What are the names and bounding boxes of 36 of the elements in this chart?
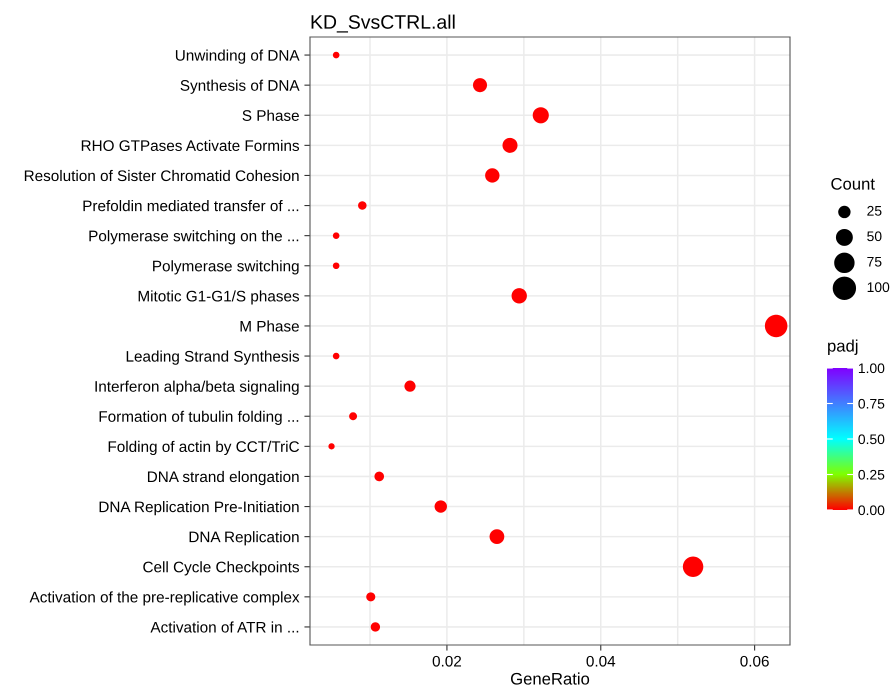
- y-tick-label: Unwinding of DNA: [176, 50, 300, 64]
- y-tick-label: Leading Strand Synthesis: [126, 350, 300, 365]
- x-tick-label: 0.04: [586, 656, 616, 667]
- legend-title: Count: [831, 178, 875, 190]
- y-tick-label: DNA strand elongation: [148, 470, 299, 486]
- y-tick-label: DNA Replication: [190, 531, 299, 546]
- x-tick-label: 0.06: [740, 656, 769, 667]
- y-tick-label: Synthesis of DNA: [180, 80, 300, 94]
- y-tick-label: M Phase: [240, 320, 299, 332]
- color-bar-label: 1.00: [858, 363, 884, 374]
- color-bar-label: 0.00: [858, 505, 884, 516]
- y-tick-label: Activation of ATR in ...: [150, 621, 298, 633]
- x-axis-title: GeneRatio: [511, 672, 590, 685]
- chart-title: KD_SvsCTRL.all: [312, 14, 455, 33]
- legend-label: 100: [868, 282, 890, 292]
- y-tick-label: Prefoldin mediated transfer of ...: [83, 200, 298, 212]
- y-tick-label: Formation of tubulin folding ...: [100, 410, 298, 425]
- y-tick-label: Interferon alpha/beta signaling: [95, 380, 299, 395]
- y-tick-label: S Phase: [242, 110, 299, 121]
- y-tick-label: Polymerase switching on the ...: [89, 230, 298, 244]
- y-tick-label: Cell Cycle Checkpoints: [143, 561, 300, 576]
- color-bar-title: padj: [828, 339, 858, 355]
- x-tick-label: 0.02: [432, 656, 462, 667]
- color-bar-label: 0.50: [858, 434, 884, 444]
- y-tick-label: Activation of the pre-replicative complex: [30, 591, 300, 606]
- color-bar-label: 0.75: [858, 398, 884, 409]
- color-bar-label: 0.25: [858, 470, 884, 480]
- y-tick-label: RHO GTPases Activate Formins: [82, 140, 300, 152]
- legend-label: 75: [867, 256, 882, 267]
- y-tick-label: Mitotic G1-G1/S phases: [138, 290, 300, 305]
- y-tick-label: DNA Replication Pre-Initiation: [100, 501, 299, 516]
- legend-label: 25: [867, 206, 882, 216]
- y-tick-label: Folding of actin by CCT/TriC: [108, 440, 300, 456]
- legend-label: 50: [867, 231, 882, 242]
- y-tick-label: Polymerase switching: [153, 260, 299, 274]
- y-tick-label: Resolution of Sister Chromatid Cohesion: [24, 170, 299, 182]
